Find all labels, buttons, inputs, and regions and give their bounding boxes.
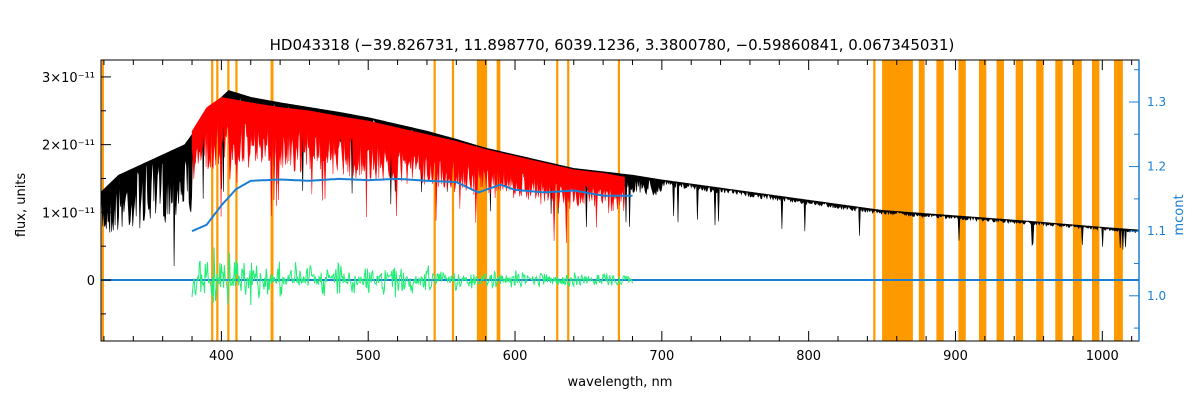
masked-region-10 [556, 60, 559, 341]
x-tick-label: 400 [209, 349, 234, 364]
x-axis: 400 500 600 700 800 900 1000 [103, 60, 1133, 364]
masked-region-1 [211, 60, 214, 341]
y-tick-label: 3×10⁻¹¹ [42, 71, 95, 86]
x-tick-label: 600 [503, 349, 528, 364]
masked-region-24 [1092, 60, 1100, 341]
y-tick-label: 2×10⁻¹¹ [42, 139, 95, 154]
masked-region-13 [873, 60, 876, 341]
masked-region-9 [496, 60, 501, 341]
masked-regions [101, 60, 1123, 341]
right-tick-label: 1.1 [1147, 224, 1166, 238]
right-axis-label: mcont [1172, 194, 1187, 235]
masked-region-16 [936, 60, 944, 341]
model-spectrum [191, 97, 625, 244]
x-tick-label: 800 [796, 349, 821, 364]
y-tick-label: 0 [87, 274, 95, 289]
right-y-axis: 1.0 1.1 1.2 1.3 [1129, 60, 1166, 341]
masked-region-21 [1036, 60, 1044, 341]
masked-region-6 [433, 60, 436, 341]
x-tick-label: 700 [649, 349, 674, 364]
right-tick-label: 1.0 [1147, 289, 1166, 303]
y-axis-label: flux, units [14, 173, 29, 238]
masked-region-15 [918, 60, 925, 341]
masked-region-19 [996, 60, 1004, 341]
y-tick-label: 1×10⁻¹¹ [42, 206, 95, 221]
right-tick-label: 1.3 [1147, 95, 1166, 109]
masked-region-18 [978, 60, 987, 341]
masked-region-4 [235, 60, 238, 341]
masked-region-7 [451, 60, 455, 341]
masked-region-22 [1055, 60, 1063, 341]
right-tick-label: 1.2 [1147, 160, 1166, 174]
masked-region-5 [270, 60, 274, 341]
x-tick-label: 1000 [1086, 349, 1119, 364]
masked-region-3 [227, 60, 230, 341]
masked-region-25 [1114, 60, 1123, 341]
x-tick-label: 500 [356, 349, 381, 364]
continuum-series [191, 177, 633, 233]
masked-region-20 [1015, 60, 1024, 341]
masked-region-8 [476, 60, 488, 341]
masked-region-23 [1072, 60, 1082, 341]
x-axis-label: wavelength, nm [568, 375, 673, 390]
y-axis: 0 1×10⁻¹¹ 2×10⁻¹¹ 3×10⁻¹¹ [42, 71, 111, 315]
masked-region-14 [882, 60, 913, 341]
chart-title: HD043318 (−39.826731, 11.898770, 6039.12… [270, 36, 955, 54]
masked-region-2 [216, 60, 219, 341]
x-tick-label: 900 [943, 349, 968, 364]
masked-region-17 [958, 60, 966, 341]
residuals-series [191, 247, 633, 306]
